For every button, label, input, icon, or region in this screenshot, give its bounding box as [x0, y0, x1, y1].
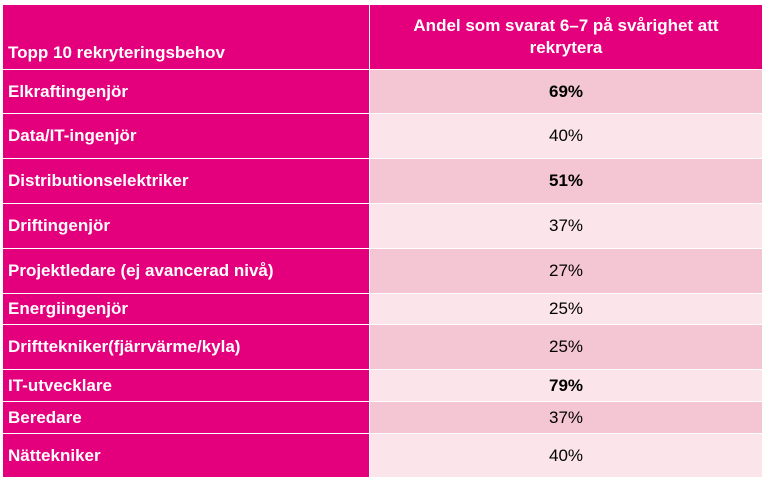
occupation-cell: Driftingenjör [2, 203, 370, 249]
occupation-cell: Distributionselektriker [2, 158, 370, 204]
occupation-cell: IT-utvecklare [2, 369, 370, 402]
table-header-row: Topp 10 rekryteringsbehov Andel som svar… [2, 4, 763, 70]
header-share: Andel som svarat 6–7 på svårighet att re… [369, 4, 763, 70]
share-value-cell: 25% [369, 324, 763, 370]
share-value-cell: 27% [369, 248, 763, 294]
table-row: Drifttekniker(fjärrvärme/kyla) 25% [2, 324, 763, 370]
table-row: Energiingenjör 25% [2, 293, 763, 325]
occupation-cell: Energiingenjör [2, 293, 370, 325]
table-row: Data/IT-ingenjör 40% [2, 113, 763, 159]
table-row: Elkraftingenjör 69% [2, 69, 763, 114]
table-body: Elkraftingenjör 69% Data/IT-ingenjör 40% Dis… [2, 69, 763, 478]
share-value-cell: 51% [369, 158, 763, 204]
share-value-cell: 37% [369, 203, 763, 249]
table-row: IT-utvecklare 79% [2, 369, 763, 402]
share-value-cell: 79% [369, 369, 763, 402]
occupation-cell: Nättekniker [2, 433, 370, 478]
occupation-cell: Drifttekniker(fjärrvärme/kyla) [2, 324, 370, 370]
table-row: Distributionselektriker 51% [2, 158, 763, 204]
occupation-cell: Elkraftingenjör [2, 69, 370, 114]
recruitment-table: Topp 10 rekryteringsbehov Andel som svar… [2, 4, 763, 478]
share-value-cell: 69% [369, 69, 763, 114]
occupation-cell: Beredare [2, 401, 370, 434]
share-value-cell: 25% [369, 293, 763, 325]
table-row: Projektledare (ej avancerad nivå) 27% [2, 248, 763, 294]
header-occupation: Topp 10 rekryteringsbehov [2, 4, 370, 70]
table-row: Beredare 37% [2, 401, 763, 434]
recruitment-table-container: Topp 10 rekryteringsbehov Andel som svar… [2, 4, 763, 478]
table-row: Nättekniker 40% [2, 433, 763, 478]
share-value-cell: 37% [369, 401, 763, 434]
occupation-cell: Data/IT-ingenjör [2, 113, 370, 159]
share-value-cell: 40% [369, 113, 763, 159]
table-row: Driftingenjör 37% [2, 203, 763, 249]
share-value-cell: 40% [369, 433, 763, 478]
occupation-cell: Projektledare (ej avancerad nivå) [2, 248, 370, 294]
